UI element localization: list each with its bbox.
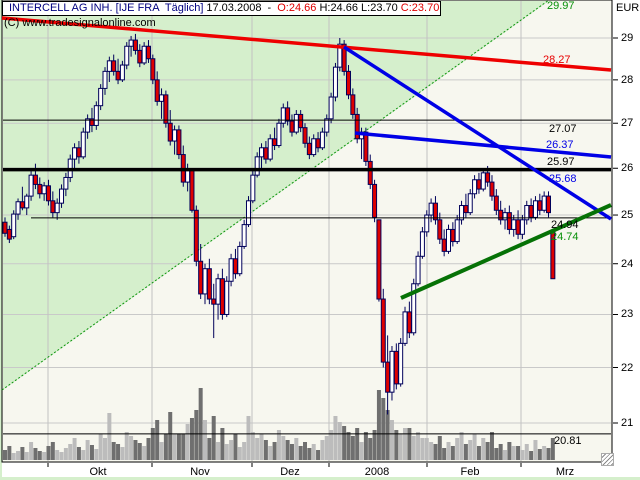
price-label-20.81: 20.81	[554, 435, 582, 447]
trendline-downtrend-blue-steep[interactable]	[343, 45, 612, 221]
y-axis-label-26: 26	[621, 162, 634, 175]
price-label-24.74: 24.74	[551, 231, 579, 243]
price-levels	[3, 119, 611, 435]
x-axis-label-2008: 2008	[364, 466, 390, 478]
x-axis-label-Feb: Feb	[460, 466, 480, 478]
x-axis-label-Dez: Dez	[280, 466, 300, 478]
price-label-27.07: 27.07	[549, 123, 577, 135]
ohlc-segment: L:23.70	[361, 2, 401, 14]
trendline-resistance-red[interactable]	[1, 16, 612, 72]
ohlc-segment: O:24.66	[277, 2, 320, 14]
y-axis-label-24: 24	[621, 257, 634, 270]
candlesticks	[2, 33, 556, 415]
trend-channel-fill	[3, 1, 549, 390]
y-axis-label-25: 25	[621, 209, 634, 222]
trendline-downtrend-blue-flat[interactable]	[354, 131, 612, 159]
ohlc-values: O:24.66 H:24.66 L:23.70 C:23.70	[277, 3, 442, 14]
price-label-29.97: 29.97	[547, 0, 575, 12]
symbol-title: INTERCELL AG INH. [IJE FRA Täglich]	[9, 2, 204, 14]
ohlc-segment: H:24.66	[319, 2, 362, 14]
price-label-26.37: 26.37	[546, 139, 574, 151]
price-label-25.68: 25.68	[549, 173, 577, 185]
x-axis-label-Mrz: Mrz	[555, 466, 575, 478]
price-label-25.97: 25.97	[547, 156, 575, 168]
ohlc-segment: C:23.70	[400, 2, 443, 14]
title-separator: -	[264, 2, 275, 14]
x-axis-label-Okt: Okt	[89, 466, 107, 478]
currency-label: EUR	[616, 2, 640, 14]
quote-date: 17.03.2008	[206, 2, 262, 14]
resize-grip-handle[interactable]	[601, 453, 614, 466]
x-axis-label-Nov: Nov	[190, 466, 210, 478]
x-axis-ticks	[47, 463, 522, 467]
chart-title-bar: INTERCELL AG INH. [IJE FRA Täglich] 17.0…	[2, 1, 441, 16]
y-axis-ticks	[613, 37, 618, 424]
y-axis-label-29: 29	[621, 32, 634, 44]
y-axis-label-21: 21	[621, 417, 634, 429]
volume-bars	[3, 388, 555, 460]
price-label-28.27: 28.27	[543, 54, 571, 66]
y-axis-label-28: 28	[621, 73, 634, 86]
y-axis-label-27: 27	[621, 117, 634, 130]
price-label-24.94: 24.94	[551, 219, 579, 231]
trendline-support-green-thick[interactable]	[400, 203, 612, 300]
y-axis-label-23: 23	[621, 308, 634, 321]
y-axis-label-22: 22	[621, 361, 634, 374]
copyright-text: (C) www.tradesignalonline.com	[4, 17, 156, 29]
